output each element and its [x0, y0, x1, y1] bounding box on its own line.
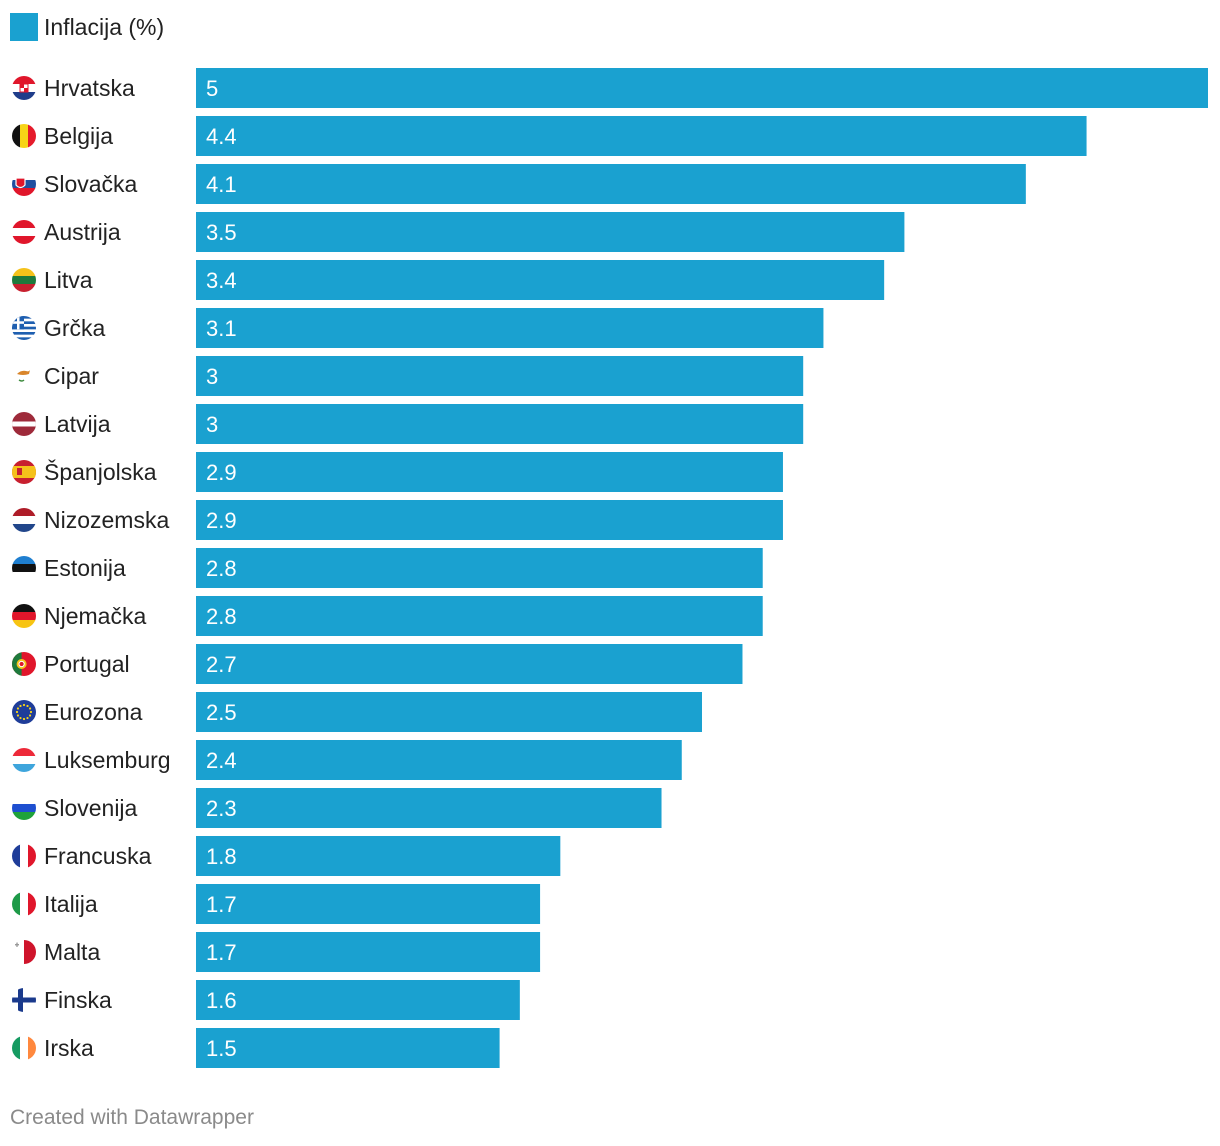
category-label: Eurozona: [44, 699, 143, 725]
bar: [196, 116, 1087, 156]
category-label: Belgija: [44, 123, 113, 149]
bar: [196, 260, 885, 300]
bar: [196, 644, 743, 684]
category-label: Austrija: [44, 219, 121, 245]
category-label: Irska: [44, 1035, 94, 1061]
austria-flag-icon: [12, 220, 36, 244]
category-label: Italija: [44, 891, 98, 917]
bar: [196, 884, 541, 924]
bar: [196, 980, 520, 1020]
bar-value-label: 2.8: [206, 556, 237, 581]
portugal-flag-icon: [12, 652, 36, 676]
bar-value-label: 2.5: [206, 700, 237, 725]
category-label: Litva: [44, 267, 93, 293]
greece-flag-icon: [12, 316, 36, 340]
bar-value-label: 2.3: [206, 796, 237, 821]
slovakia-flag-icon: [12, 172, 36, 196]
bar-value-label: 2.8: [206, 604, 237, 629]
bar: [196, 836, 561, 876]
category-label: Hrvatska: [44, 75, 135, 101]
bar: [196, 68, 1208, 108]
bar-value-label: 3.1: [206, 316, 237, 341]
malta-flag-icon: [12, 940, 36, 964]
france-flag-icon: [12, 844, 36, 868]
category-label: Malta: [44, 939, 100, 965]
italy-flag-icon: [12, 892, 36, 916]
category-label: Njemačka: [44, 603, 146, 629]
footer-credit: Created with Datawrapper: [10, 1106, 254, 1129]
latvia-flag-icon: [12, 412, 36, 436]
category-label: Latvija: [44, 411, 111, 437]
bar-value-label: 5: [206, 76, 218, 101]
bar-value-label: 1.5: [206, 1036, 237, 1061]
bar-value-label: 2.7: [206, 652, 237, 677]
bar-value-label: 2.9: [206, 508, 237, 533]
category-label: Slovačka: [44, 171, 138, 197]
bar-value-label: 3.4: [206, 268, 237, 293]
category-label: Nizozemska: [44, 507, 169, 533]
bar: [196, 1028, 500, 1068]
germany-flag-icon: [12, 604, 36, 628]
bar: [196, 692, 702, 732]
category-label: Estonija: [44, 555, 126, 581]
bar: [196, 740, 682, 780]
category-label: Portugal: [44, 651, 130, 677]
bar: [196, 500, 783, 540]
bar-value-label: 3.5: [206, 220, 237, 245]
category-label: Slovenija: [44, 795, 138, 821]
bar: [196, 308, 824, 348]
legend: Inflacija (%): [10, 12, 164, 42]
bar-value-label: 2.4: [206, 748, 237, 773]
bar: [196, 548, 763, 588]
category-label: Cipar: [44, 363, 99, 389]
bar-value-label: 2.9: [206, 460, 237, 485]
bar-chart: Hrvatska 5 Belgija 4.4 Slovačka 4.1 Austrija 3.…: [12, 68, 1208, 1068]
bar: [196, 356, 804, 396]
bar: [196, 404, 804, 444]
legend-label: Inflacija (%): [44, 13, 165, 40]
cyprus-flag-icon: [12, 364, 36, 388]
ireland-flag-icon: [12, 1036, 36, 1060]
finland-flag-icon: [12, 988, 36, 1012]
bar: [196, 212, 905, 252]
category-label: Grčka: [44, 315, 106, 341]
legend-swatch: [10, 13, 38, 41]
bar: [196, 596, 763, 636]
bar: [196, 452, 783, 492]
estonia-flag-icon: [12, 556, 36, 580]
category-label: Finska: [44, 987, 112, 1013]
bar: [196, 164, 1026, 204]
bar-value-label: 1.6: [206, 988, 237, 1013]
bar-value-label: 3: [206, 364, 218, 389]
category-label: Španjolska: [44, 458, 157, 485]
netherlands-flag-icon: [12, 508, 36, 532]
bar: [196, 932, 541, 972]
eu-flag-icon: [12, 700, 36, 724]
bar-value-label: 1.7: [206, 892, 237, 917]
lithuania-flag-icon: [12, 268, 36, 292]
spain-flag-icon: [12, 460, 36, 484]
category-label: Francuska: [44, 843, 152, 869]
croatia-flag-icon: [12, 76, 36, 100]
bar-value-label: 4.4: [206, 124, 237, 149]
slovenia-flag-icon: [12, 796, 36, 820]
belgium-flag-icon: [12, 124, 36, 148]
category-label: Luksemburg: [44, 747, 171, 773]
bar-value-label: 1.8: [206, 844, 237, 869]
bar: [196, 788, 662, 828]
bar-value-label: 1.7: [206, 940, 237, 965]
bar-value-label: 4.1: [206, 172, 237, 197]
bar-value-label: 3: [206, 412, 218, 437]
luxembourg-flag-icon: [12, 748, 36, 772]
